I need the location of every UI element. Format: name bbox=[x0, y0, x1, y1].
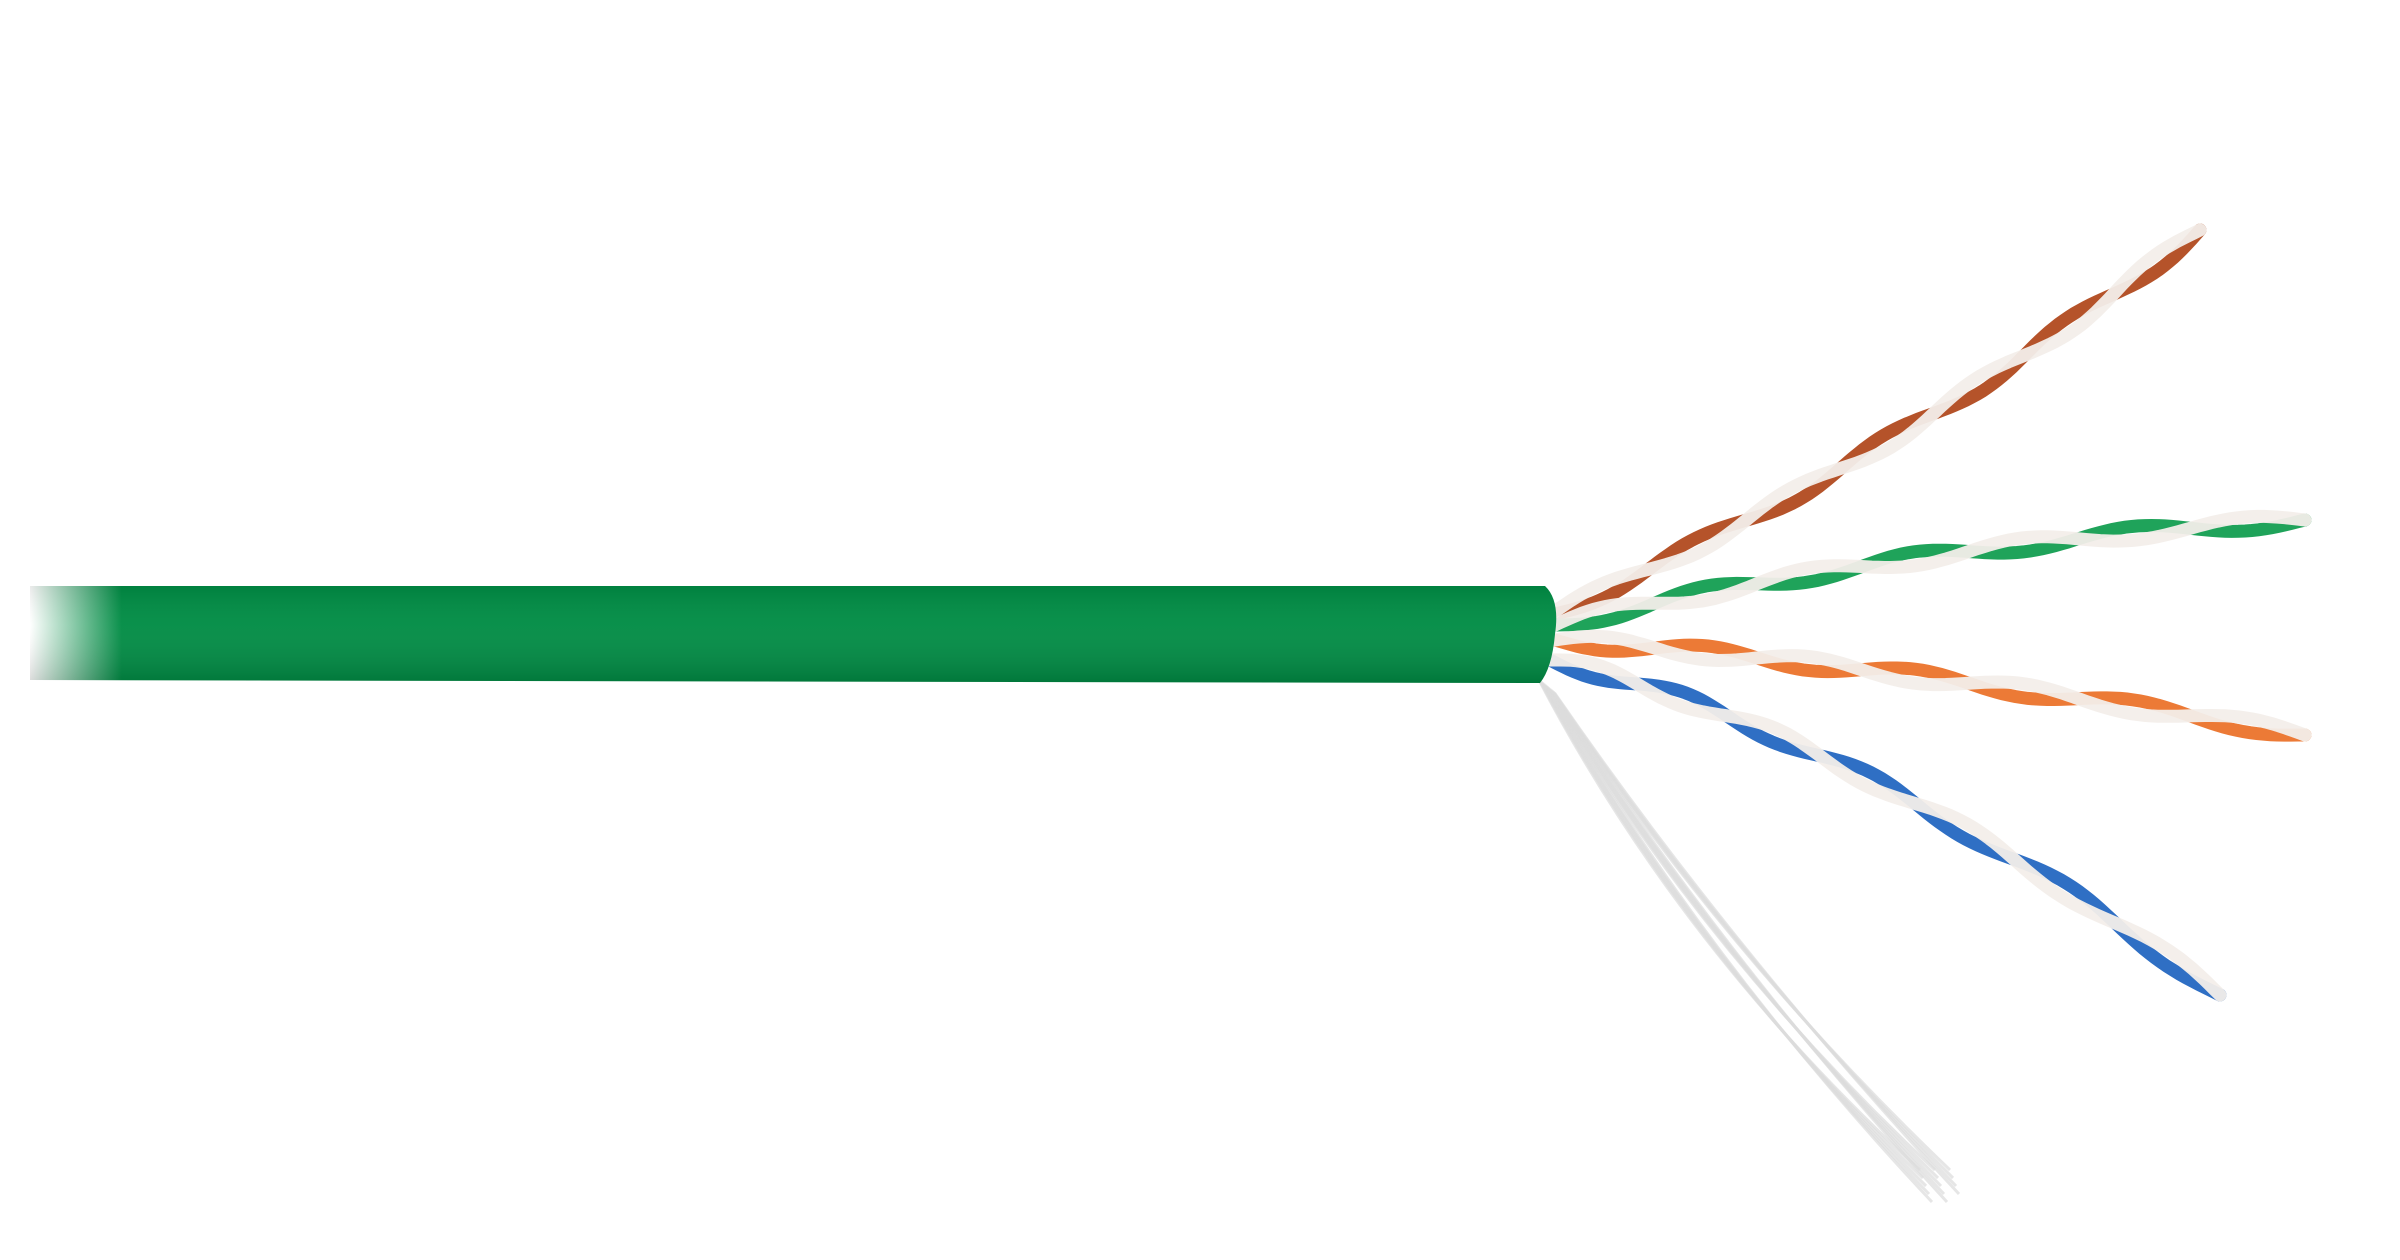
cable-jacket bbox=[30, 586, 1557, 683]
pair-blue bbox=[1543, 653, 2227, 1002]
wire-brown-white bbox=[1543, 223, 2207, 622]
filler-strand bbox=[1553, 692, 1961, 1196]
wire-brown bbox=[1543, 223, 2207, 622]
wire-green bbox=[1548, 513, 2312, 632]
wire-orange-white bbox=[1548, 629, 2312, 742]
filler-strand bbox=[1542, 683, 1934, 1204]
pair-green bbox=[1548, 509, 2312, 632]
wire-orange bbox=[1548, 633, 2312, 742]
filler-strand bbox=[1552, 691, 1958, 1188]
pair-orange bbox=[1548, 629, 2312, 742]
twisted-pairs bbox=[1543, 223, 2312, 1002]
wire-blue-white bbox=[1543, 653, 2227, 1002]
filler-strand bbox=[1549, 689, 1952, 1172]
filler-strands bbox=[1537, 679, 1961, 1204]
filler-strand bbox=[1550, 690, 1955, 1180]
wire-blue bbox=[1543, 653, 2227, 1002]
filler-strand bbox=[1547, 687, 1946, 1196]
pair-brown bbox=[1543, 223, 2207, 622]
wire-green-white bbox=[1548, 509, 2312, 632]
